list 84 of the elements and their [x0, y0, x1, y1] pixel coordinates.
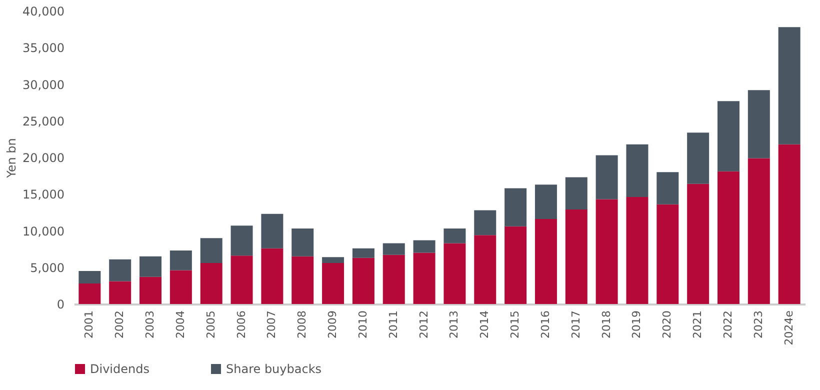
bar: [140, 256, 162, 277]
bar: [382, 254, 405, 304]
y-axis-title: Yen bn: [4, 138, 19, 179]
x-tick-label: 2019: [630, 310, 644, 338]
x-tick-label: 2010: [356, 310, 370, 338]
x-tick-label: 2023: [752, 310, 765, 338]
bar: [78, 271, 101, 284]
y-tick-label: 20,000: [22, 151, 64, 165]
x-tick-label: 2013: [448, 310, 461, 338]
y-tick-label: 30,000: [22, 78, 64, 92]
bar: [596, 199, 618, 304]
bar: [109, 259, 132, 282]
bar: [230, 256, 253, 304]
bar: [261, 214, 284, 248]
x-tick-label: 2016: [538, 310, 552, 338]
bar: [534, 184, 557, 220]
y-tick-label: 40,000: [22, 4, 64, 18]
bar: [778, 27, 800, 144]
bar: [413, 240, 436, 253]
bar: [534, 219, 557, 304]
bar: [109, 281, 132, 304]
legend-label: Share buybacks: [226, 362, 322, 376]
y-tick-label: 25,000: [22, 114, 64, 128]
bar: [200, 238, 222, 263]
bar: [748, 158, 770, 304]
bar: [565, 210, 588, 304]
y-tick-label: 35,000: [22, 41, 64, 56]
bar: [717, 171, 740, 304]
x-tick-label: 2020: [660, 310, 674, 338]
x-tick-label: 2002: [113, 310, 126, 338]
x-tick-label: 2004: [174, 310, 187, 338]
bar: [474, 210, 496, 236]
bar: [596, 155, 618, 200]
bar: [170, 270, 192, 304]
bar: [230, 226, 253, 256]
bar: [687, 132, 710, 184]
x-tick-label: 2021: [691, 310, 704, 338]
bar: [656, 204, 679, 304]
bar: [322, 257, 344, 263]
bar: [626, 197, 648, 304]
x-tick-label: 2006: [234, 310, 248, 338]
bar: [444, 228, 466, 244]
bar: [78, 283, 101, 304]
bar: [382, 243, 405, 255]
x-tick-label: 2003: [144, 310, 157, 338]
bar: [717, 101, 740, 172]
x-tick-label: 2007: [265, 310, 278, 338]
bar: [504, 226, 527, 304]
x-tick-label: 2015: [508, 310, 522, 338]
x-tick-label: 2005: [204, 310, 218, 338]
x-tick-label: 2018: [600, 310, 613, 338]
bar: [778, 144, 800, 304]
x-tick-label: 2012: [417, 310, 430, 338]
bar: [626, 144, 648, 198]
bar: [504, 188, 527, 226]
x-tick-label: 2008: [296, 310, 309, 338]
x-tick-label: 2014: [478, 310, 492, 338]
bar: [413, 252, 436, 304]
bar: [474, 235, 496, 304]
bar: [444, 243, 466, 304]
x-tick-label: 2024e: [782, 310, 796, 346]
bar: [170, 250, 192, 270]
bar: [292, 256, 314, 304]
bar: [748, 90, 770, 158]
bar: [261, 248, 284, 304]
x-tick-label: 2017: [569, 310, 582, 338]
x-tick-label: 2011: [386, 310, 400, 338]
bar: [322, 262, 344, 304]
y-tick-label: 10,000: [22, 224, 64, 238]
bar: [200, 262, 222, 304]
x-tick-label: 2009: [326, 310, 340, 338]
bar: [687, 184, 710, 304]
x-tick-label: 2001: [82, 310, 96, 338]
bar: [352, 258, 374, 304]
y-tick-label: 0: [56, 298, 64, 312]
bar: [565, 177, 588, 210]
bar: [292, 228, 314, 256]
bar: [140, 276, 162, 304]
bar: [352, 248, 374, 258]
y-tick-label: 5,000: [30, 260, 64, 275]
x-tick-label: 2022: [721, 310, 734, 338]
legend-label: Dividends: [90, 362, 150, 376]
y-tick-label: 15,000: [22, 188, 64, 202]
bar: [656, 172, 679, 204]
